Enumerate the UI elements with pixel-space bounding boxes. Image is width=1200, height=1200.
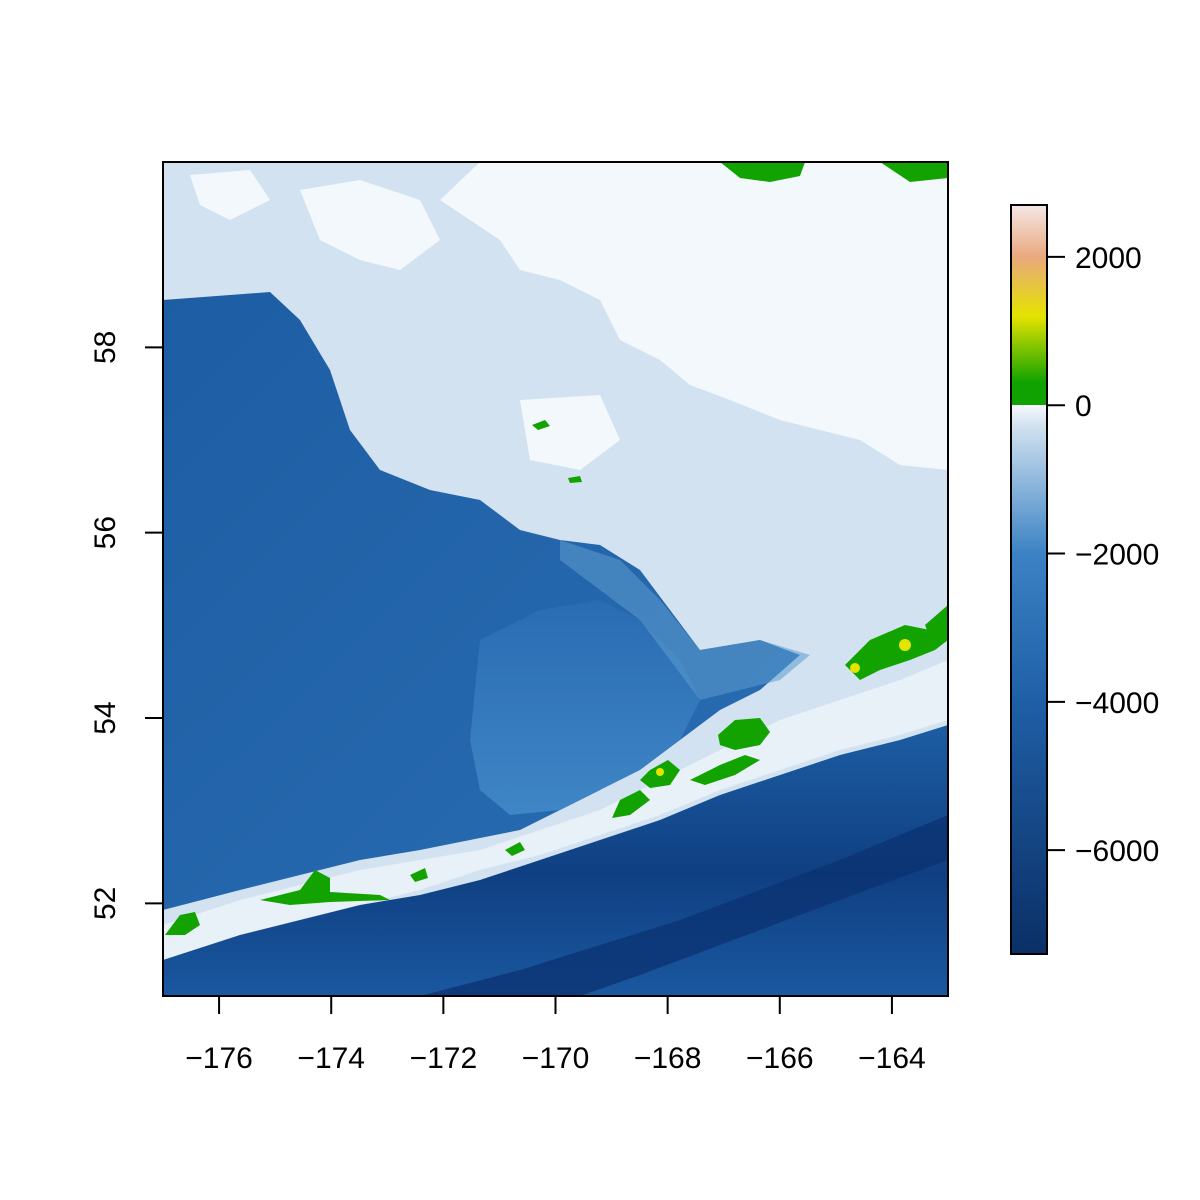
x-tick-label: −176 [185, 1042, 253, 1075]
colorbar-ticks: 2000 0 −2000 −4000 −6000 [1047, 242, 1159, 868]
x-tick-label: −170 [522, 1042, 590, 1075]
colorbar [1010, 204, 1048, 955]
colorbar-tick-label: −2000 [1075, 539, 1159, 572]
shallow-shelf-patches [190, 170, 620, 470]
outer-shelf-edge [560, 540, 810, 700]
land-mainland-north-1 [720, 162, 805, 182]
colorbar-tick-label: 0 [1075, 390, 1092, 423]
aleutian-islands [165, 162, 948, 935]
slope-canyon-region [470, 600, 700, 815]
island-pribilof-stpaul [532, 420, 550, 430]
island-unalaska [718, 718, 770, 750]
map-raster [163, 162, 948, 996]
y-axis: 52 54 56 58 [89, 331, 164, 920]
land-mainland-north-2 [880, 162, 948, 182]
island-fox-chain [690, 755, 760, 785]
island-alaska-peninsula [925, 605, 948, 650]
island-islands-of-four-mountains [612, 790, 650, 818]
island-rat-islands [165, 912, 200, 935]
y-tick-label: 56 [89, 516, 122, 549]
colorbar-tick-label: 2000 [1075, 242, 1142, 275]
shallow-shelf-north [440, 162, 948, 470]
y-tick-label: 54 [89, 701, 122, 734]
volcano-peak-2 [850, 663, 860, 673]
colorbar-tick-label: −6000 [1075, 835, 1159, 868]
x-tick-label: −174 [297, 1042, 365, 1075]
x-tick-label: −168 [634, 1042, 702, 1075]
x-tick-label: −164 [858, 1042, 926, 1075]
y-tick-label: 52 [89, 887, 122, 920]
y-tick-label: 58 [89, 331, 122, 364]
volcano-peak-1 [899, 639, 911, 651]
island-unimak [845, 625, 935, 680]
island-chain-west-1 [505, 842, 525, 856]
x-tick-label: −172 [410, 1042, 478, 1075]
x-tick-label: −166 [746, 1042, 814, 1075]
island-pribilof-stgeorge [568, 476, 582, 483]
island-andreanof [260, 870, 390, 905]
colorbar-tick-label: −4000 [1075, 687, 1159, 720]
volcano-peak-3 [656, 768, 664, 776]
island-chain-west-2 [410, 868, 428, 882]
x-axis: −176 −174 −172 −170 −168 −166 −164 [185, 995, 926, 1075]
